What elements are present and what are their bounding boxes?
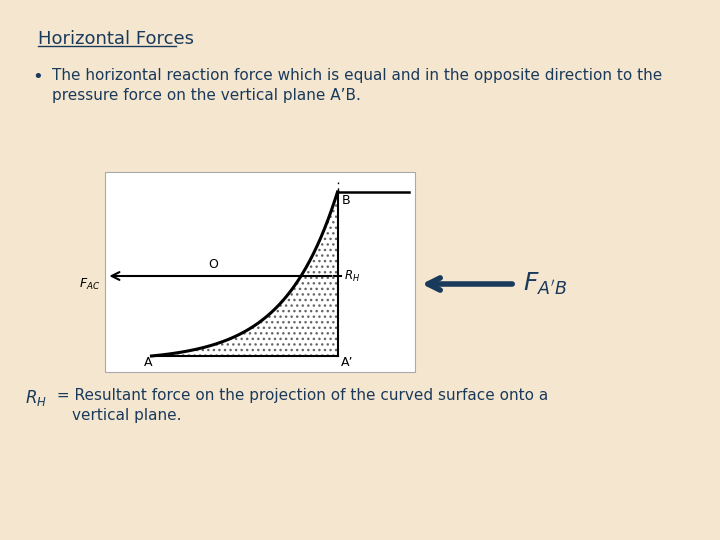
Text: $R_H$: $R_H$ [25,388,47,408]
Text: A: A [144,356,153,369]
Text: O: O [209,258,218,271]
Text: $F_{A'B}$: $F_{A'B}$ [523,271,567,297]
Text: $R_H$: $R_H$ [343,268,360,284]
Text: vertical plane.: vertical plane. [72,408,181,423]
Text: B: B [342,194,351,207]
Bar [105,172,415,372]
Text: Horizontal Forces: Horizontal Forces [38,30,194,48]
Text: pressure force on the vertical plane A’B.: pressure force on the vertical plane A’B… [52,88,361,103]
Text: = Resultant force on the projection of the curved surface onto a: = Resultant force on the projection of t… [52,388,548,403]
Text: •: • [32,68,42,86]
Text: The horizontal reaction force which is equal and in the opposite direction to th: The horizontal reaction force which is e… [52,68,662,83]
Text: $F_{AC}$: $F_{AC}$ [78,276,100,292]
Text: A’: A’ [341,356,353,369]
